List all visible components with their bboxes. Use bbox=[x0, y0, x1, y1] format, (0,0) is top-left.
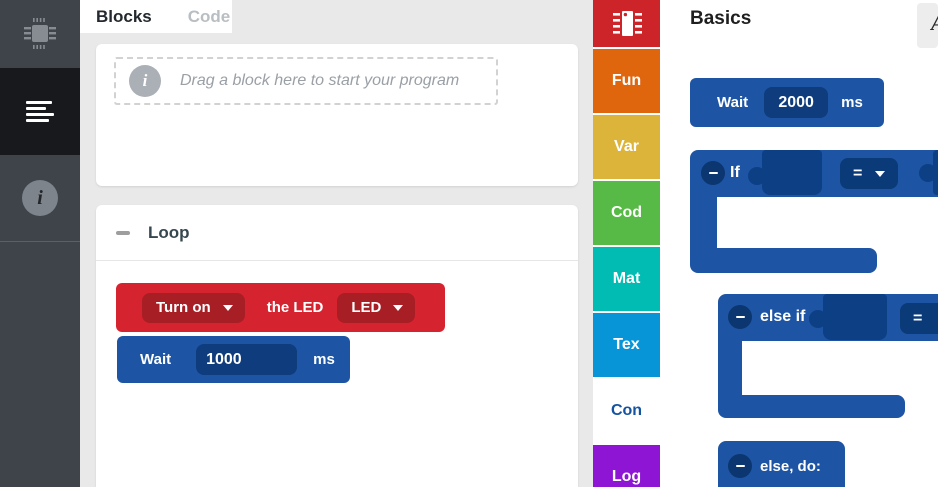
category-con-selected[interactable]: Con bbox=[593, 379, 660, 443]
if-label: If bbox=[730, 164, 740, 181]
condition-input-socket[interactable] bbox=[762, 150, 822, 195]
chevron-down-icon bbox=[875, 170, 886, 177]
flyout-title: Basics bbox=[690, 8, 752, 29]
flyout-else-block[interactable]: else, do: bbox=[718, 441, 845, 487]
category-tex[interactable]: Tex bbox=[593, 313, 660, 377]
turn-on-led-block[interactable]: Turn on the LED LED bbox=[116, 283, 445, 332]
left-sidebar: i bbox=[0, 0, 80, 487]
operator-value: = bbox=[913, 309, 923, 327]
condition-input-socket[interactable] bbox=[933, 150, 938, 195]
loop-section-title: Loop bbox=[148, 222, 190, 242]
turn-on-dropdown[interactable]: Turn on bbox=[142, 292, 245, 323]
block-lines-icon bbox=[26, 100, 54, 123]
led-dropdown[interactable]: LED bbox=[337, 292, 416, 323]
wait-block[interactable]: Wait 1000 ms bbox=[117, 336, 350, 383]
wait-label: Wait bbox=[140, 351, 172, 368]
elseif-label: else if bbox=[760, 308, 806, 325]
loop-section-card: Loop Turn on the LED LED Wait 1000 ms bbox=[96, 205, 578, 487]
input-socket-tab bbox=[748, 167, 766, 185]
category-mat[interactable]: Mat bbox=[593, 247, 660, 311]
input-socket-tab bbox=[809, 310, 827, 328]
start-program-card: i Drag a block here to start your progra… bbox=[96, 44, 578, 186]
input-socket-tab bbox=[919, 164, 937, 182]
operator-dropdown[interactable]: = bbox=[840, 158, 898, 189]
drag-hint-text: Drag a block here to start your program bbox=[180, 72, 460, 89]
category-log[interactable]: Log bbox=[593, 445, 660, 487]
tab-code[interactable]: Code bbox=[187, 6, 231, 26]
condition-input-socket[interactable] bbox=[823, 294, 887, 340]
sidebar-item-blocks[interactable] bbox=[0, 68, 80, 155]
loop-section-header: Loop bbox=[96, 205, 578, 261]
collapse-minus-icon[interactable] bbox=[728, 305, 752, 329]
category-fun[interactable]: Fun bbox=[593, 49, 660, 113]
sidebar-item-info[interactable]: i bbox=[0, 155, 80, 242]
flyout-corner-tab[interactable]: A bbox=[917, 3, 938, 48]
flyout-if-block[interactable]: If = bbox=[690, 150, 938, 273]
drag-drop-target[interactable]: i Drag a block here to start your progra… bbox=[114, 57, 498, 105]
turn-on-dropdown-value: Turn on bbox=[156, 299, 211, 316]
operator-dropdown[interactable]: = bbox=[900, 303, 938, 334]
corner-tab-glyph: A bbox=[931, 11, 938, 36]
hint-info-icon: i bbox=[129, 65, 161, 97]
tab-blocks[interactable]: Blocks bbox=[96, 6, 152, 26]
flyout-elseif-block[interactable]: else if = bbox=[718, 294, 938, 418]
operator-value: = bbox=[853, 164, 863, 182]
category-hardware[interactable] bbox=[593, 0, 660, 47]
category-var[interactable]: Var bbox=[593, 115, 660, 179]
chip-icon bbox=[612, 10, 642, 36]
the-led-label: the LED bbox=[266, 299, 324, 316]
info-icon: i bbox=[22, 180, 58, 216]
collapse-minus-icon[interactable] bbox=[728, 454, 752, 478]
wait-ms-field[interactable]: 2000 bbox=[764, 87, 829, 118]
flyout-wait-block[interactable]: Wait 2000 ms bbox=[690, 78, 884, 127]
collapse-minus-icon[interactable] bbox=[701, 161, 725, 185]
microchip-icon bbox=[24, 18, 56, 49]
view-tabbar: Blocks Code bbox=[80, 0, 232, 33]
led-dropdown-value: LED bbox=[351, 299, 382, 316]
chevron-down-icon bbox=[393, 304, 404, 311]
wait-ms-field[interactable]: 1000 bbox=[196, 344, 298, 375]
ms-label: ms bbox=[841, 94, 863, 111]
toolbox-strip: Fun Var Cod Mat Tex Con Log bbox=[593, 0, 660, 487]
ms-label: ms bbox=[313, 351, 335, 368]
wait-label: Wait bbox=[717, 94, 749, 111]
sidebar-item-hardware[interactable] bbox=[0, 0, 80, 68]
category-cod[interactable]: Cod bbox=[593, 181, 660, 245]
flyout-panel: Basics A Wait 2000 ms If = bbox=[660, 0, 938, 487]
else-label: else, do: bbox=[760, 457, 821, 475]
collapse-minus-icon[interactable] bbox=[116, 230, 130, 235]
chevron-down-icon bbox=[222, 304, 233, 311]
